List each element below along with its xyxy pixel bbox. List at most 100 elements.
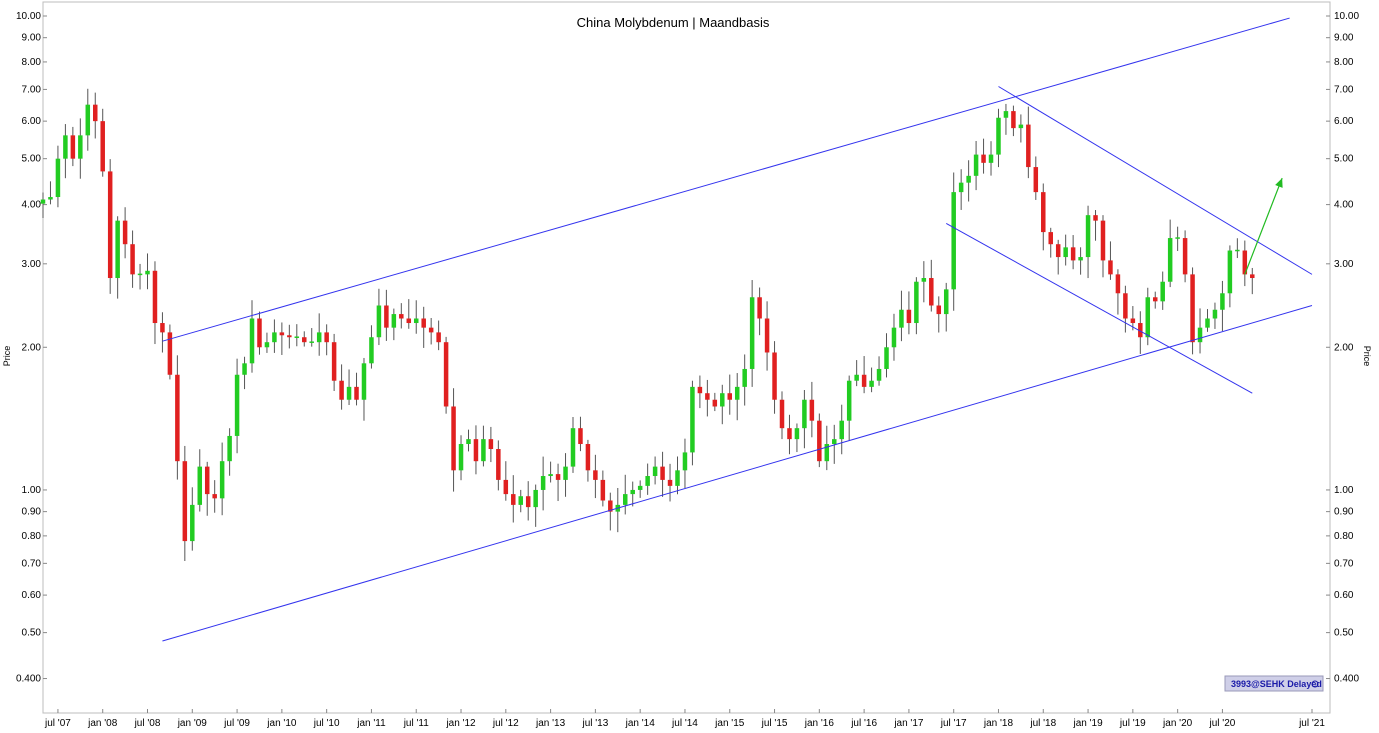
y-tick-label-right: 0.70 xyxy=(1334,558,1354,569)
candle-body xyxy=(167,332,173,375)
candle-body xyxy=(1212,309,1218,319)
y-tick-label-right: 10.00 xyxy=(1334,11,1359,22)
candle-body xyxy=(1130,318,1136,324)
x-tick-label: jan '09 xyxy=(177,718,208,729)
y-ticks-right: 10.00 9.00 8.00 7.00 6.00 5.00 4.00 3.00 2.00 1.0… xyxy=(1326,11,1359,685)
trendlines xyxy=(162,17,1313,642)
candle-body xyxy=(563,466,568,480)
y-tick-label-right: 0.90 xyxy=(1334,507,1354,518)
candle-body xyxy=(705,393,710,400)
candle-body xyxy=(585,444,591,471)
candle-body xyxy=(100,121,105,172)
trendline xyxy=(945,223,1253,394)
candle-body xyxy=(1138,323,1143,338)
x-tick-label: jul '09 xyxy=(223,718,250,729)
candle-body xyxy=(152,270,158,324)
x-tick-label: jul '07 xyxy=(44,718,71,729)
x-tick-label: jan '16 xyxy=(804,718,835,729)
y-tick-label-right: 0.400 xyxy=(1334,674,1359,685)
y-tick-label-left: 0.70 xyxy=(22,558,42,569)
y-tick-label-right: 1.00 xyxy=(1334,485,1354,496)
candle-body xyxy=(481,439,486,462)
x-tick-label: jul '13 xyxy=(581,718,608,729)
candle-body xyxy=(742,368,747,387)
y-tick-label-left: 0.50 xyxy=(22,628,42,639)
candle-body xyxy=(339,380,344,400)
y-tick-label-right: 5.00 xyxy=(1334,154,1354,165)
candle-body xyxy=(354,386,359,400)
candle-body xyxy=(1235,249,1240,252)
x-tick-label: jan '13 xyxy=(535,718,566,729)
candle-body xyxy=(637,485,643,490)
chart-title: China Molybdenum | Maandbasis xyxy=(577,15,770,30)
trend-arrow-head xyxy=(1275,178,1283,188)
candle-body xyxy=(1197,327,1203,343)
candle-body xyxy=(809,399,815,421)
candle-body xyxy=(287,335,292,338)
candle-body xyxy=(78,135,83,159)
candle-body xyxy=(622,494,628,505)
candle-body xyxy=(988,154,994,163)
candle-body xyxy=(727,393,733,400)
x-tick-label: jan '17 xyxy=(893,718,924,729)
candle-body xyxy=(93,104,98,122)
y-tick-label-left: 0.60 xyxy=(22,590,42,601)
candle-body xyxy=(115,220,120,279)
candle-body xyxy=(316,332,322,343)
candle-body xyxy=(764,318,770,353)
candle-body xyxy=(996,117,1001,155)
candle-body xyxy=(160,323,165,333)
x-tick-label: jan '08 xyxy=(87,718,118,729)
candle-body xyxy=(973,154,979,176)
y-tick-label-left: 8.00 xyxy=(22,57,42,68)
candle-body xyxy=(1078,257,1083,261)
x-tick-label: jul '17 xyxy=(940,718,967,729)
y-ticks-left: 10.00 9.00 8.00 7.00 6.00 5.00 4.00 3.00 2.00 1.0… xyxy=(16,11,47,685)
candle-body xyxy=(413,318,419,324)
x-tick-label: jul '15 xyxy=(761,718,788,729)
y-tick-label-right: 0.60 xyxy=(1334,590,1354,601)
x-tick-label: jan '20 xyxy=(1162,718,1193,729)
candle-body xyxy=(667,479,673,486)
candles xyxy=(40,88,1255,562)
candle-body xyxy=(921,278,927,282)
candle-body xyxy=(1026,124,1031,168)
y-tick-label-right: 6.00 xyxy=(1334,116,1354,127)
candle-body xyxy=(787,428,792,440)
candle-body xyxy=(1145,297,1151,338)
candle-body xyxy=(906,309,912,324)
candle-body xyxy=(757,297,762,319)
candle-body xyxy=(1041,192,1046,233)
candle-body xyxy=(399,314,404,319)
x-tick-label: jul '19 xyxy=(1119,718,1146,729)
candle-body xyxy=(302,337,307,343)
candle-body xyxy=(555,474,561,480)
x-tick-label: jul '08 xyxy=(134,718,161,729)
candle-body xyxy=(1152,297,1158,302)
candle-body xyxy=(1070,247,1076,261)
y-axis-label-left: Price xyxy=(2,346,12,367)
candle-body xyxy=(929,278,934,306)
candle-body xyxy=(936,305,942,315)
x-tick-label: jul '16 xyxy=(850,718,877,729)
y-tick-label-left: 4.00 xyxy=(22,200,42,211)
candle-body xyxy=(48,197,53,200)
candle-body xyxy=(884,347,889,369)
candle-body xyxy=(943,289,949,315)
candle-body xyxy=(197,466,203,505)
source-badge-icon xyxy=(1311,680,1319,688)
candle-body xyxy=(533,489,538,508)
candle-body xyxy=(204,466,210,495)
candle-body xyxy=(854,374,859,381)
candle-body xyxy=(876,368,882,381)
candle-body xyxy=(540,476,546,490)
x-tick-label: jul '11 xyxy=(403,718,430,729)
candle-body xyxy=(645,476,650,486)
candle-body xyxy=(600,479,606,501)
candle-body xyxy=(832,439,837,445)
candle-body xyxy=(249,318,255,364)
candle-body xyxy=(227,435,232,462)
candle-body xyxy=(234,374,240,436)
candle-body xyxy=(548,474,553,477)
candle-body xyxy=(1048,232,1053,245)
